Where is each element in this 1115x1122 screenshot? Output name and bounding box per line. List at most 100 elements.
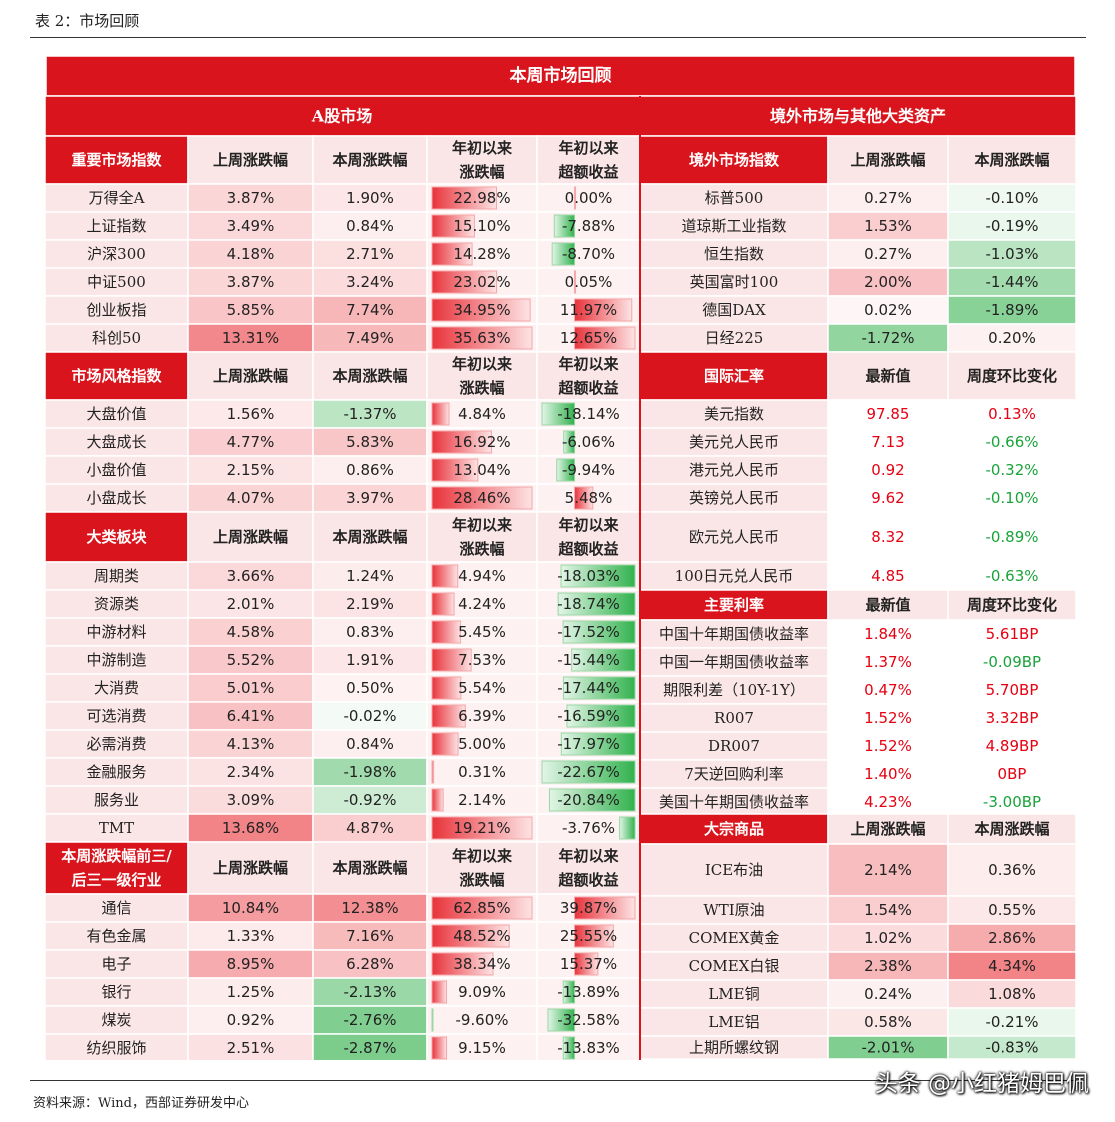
data-bar: [563, 430, 576, 454]
value-cell: 1.25%: [227, 983, 275, 1001]
column-header-cell: [947, 589, 1076, 621]
value-cell: 2.19%: [346, 595, 394, 613]
value-cell: 0.05%: [565, 273, 613, 291]
value-cell: 0.84%: [346, 735, 394, 753]
data-bar: [431, 816, 533, 840]
section-title: 本周涨跌幅前三/后三一级行业: [61, 847, 172, 889]
value-cell: 2.34%: [227, 763, 275, 781]
section-title: 主要利率: [704, 596, 764, 614]
value-cell: 0.47%: [864, 681, 912, 699]
value-bg-cell: [947, 561, 1076, 591]
value-cell: 62.85%: [453, 899, 510, 917]
bar-cell: [536, 183, 641, 213]
value-cell: -13.83%: [557, 1039, 620, 1057]
value-cell: -22.67%: [557, 763, 620, 781]
value-cell: 8.32: [871, 528, 904, 546]
row-label: 7天逆回购利率: [684, 765, 784, 783]
section-title: 市场风格指数: [71, 367, 162, 385]
row-label: 纺织服饰: [86, 1039, 146, 1057]
text-line: 超额收益: [557, 871, 618, 889]
value-cell: 2.00%: [864, 273, 912, 291]
value-cell: 4.23%: [864, 793, 912, 811]
value-cell: -0.21%: [985, 1013, 1038, 1031]
row-label: 创业板指: [86, 301, 146, 319]
data-bar: [431, 242, 473, 266]
value-cell: 7.49%: [346, 329, 394, 347]
heat-cell: [187, 1005, 314, 1035]
value-cell: 28.46%: [453, 489, 510, 507]
right-group-title: 境外市场与其他大类资产: [770, 107, 946, 126]
row-label-cell: [45, 589, 189, 619]
value-cell: -2.13%: [343, 983, 396, 1001]
data-bar: [562, 676, 636, 700]
data-bar: [431, 760, 435, 784]
value-cell: 13.68%: [222, 819, 279, 837]
column-header-cell: [426, 351, 538, 401]
data-bar: [431, 486, 533, 510]
value-cell: 3.87%: [227, 189, 275, 207]
data-bar: [574, 952, 599, 976]
value-cell: -0.63%: [985, 567, 1038, 585]
heat-cell: [312, 617, 428, 647]
column-header: 年初以来涨跌幅: [452, 847, 513, 889]
column-header-cell: [187, 351, 314, 401]
value-cell: -18.74%: [557, 595, 620, 613]
data-bar: [562, 980, 576, 1004]
row-label-cell: [45, 1033, 189, 1060]
row-label: COMEX白银: [689, 957, 780, 975]
heat-cell: [312, 785, 428, 815]
row-label: ICE布油: [705, 861, 763, 879]
data-bar: [431, 648, 472, 672]
value-cell: -2.76%: [343, 1011, 396, 1029]
heat-cell: [312, 455, 428, 485]
value-bg-cell: [947, 731, 1076, 761]
value-cell: 0.27%: [864, 245, 912, 263]
column-header: 本周涨跌幅: [974, 820, 1049, 838]
heat-cell: [312, 589, 428, 619]
row-label: 万得全A: [89, 189, 145, 207]
value-cell: 12.38%: [341, 899, 398, 917]
value-cell: 39.87%: [560, 899, 617, 917]
value-cell: 4.07%: [227, 489, 275, 507]
row-label: 资源类: [94, 595, 139, 613]
heat-cell: [312, 757, 428, 787]
value-cell: 0.50%: [346, 679, 394, 697]
value-cell: 3.32BP: [986, 709, 1039, 727]
value-cell: 5.61BP: [986, 625, 1039, 643]
value-cell: -8.70%: [562, 245, 615, 263]
data-bar: [431, 592, 455, 616]
data-bar: [553, 214, 576, 238]
data-bar: [431, 896, 533, 920]
text-line: 年初以来: [558, 139, 619, 157]
value-bg-cell: [947, 923, 1076, 953]
row-label: 通信: [101, 899, 131, 917]
row-label: R007: [714, 709, 754, 727]
value-bg-cell: [827, 647, 949, 677]
row-label-cell: [45, 267, 189, 297]
row-label-cell: [639, 211, 829, 241]
value-cell: -1.44%: [985, 273, 1038, 291]
value-cell: 0BP: [998, 765, 1027, 783]
value-cell: 2.14%: [864, 861, 912, 879]
value-cell: 7.74%: [346, 301, 394, 319]
left-group-title: A股市场: [311, 107, 372, 126]
value-cell: -0.83%: [985, 1039, 1038, 1057]
bottom-rule: [30, 1080, 1086, 1081]
value-cell: 3.87%: [227, 273, 275, 291]
text-line: 本周涨跌幅前三/: [61, 847, 172, 865]
heat-cell: [187, 757, 314, 787]
data-bar: [574, 186, 577, 210]
section-header-1: [45, 351, 189, 401]
value-cell: -3.00BP: [983, 793, 1041, 811]
value-bg-cell: [947, 323, 1076, 353]
column-header: 上周涨跌幅: [213, 528, 288, 546]
value-cell: 13.04%: [453, 461, 510, 479]
data-bar: [560, 732, 636, 756]
value-bg-cell: [947, 399, 1076, 429]
column-header-cell: [947, 351, 1076, 401]
row-label: 美国十年期国债收益率: [659, 793, 809, 811]
value-bg-cell: [947, 427, 1076, 457]
heat-cell: [312, 183, 428, 213]
value-cell: 3.66%: [227, 567, 275, 585]
row-label: COMEX黄金: [689, 929, 780, 947]
